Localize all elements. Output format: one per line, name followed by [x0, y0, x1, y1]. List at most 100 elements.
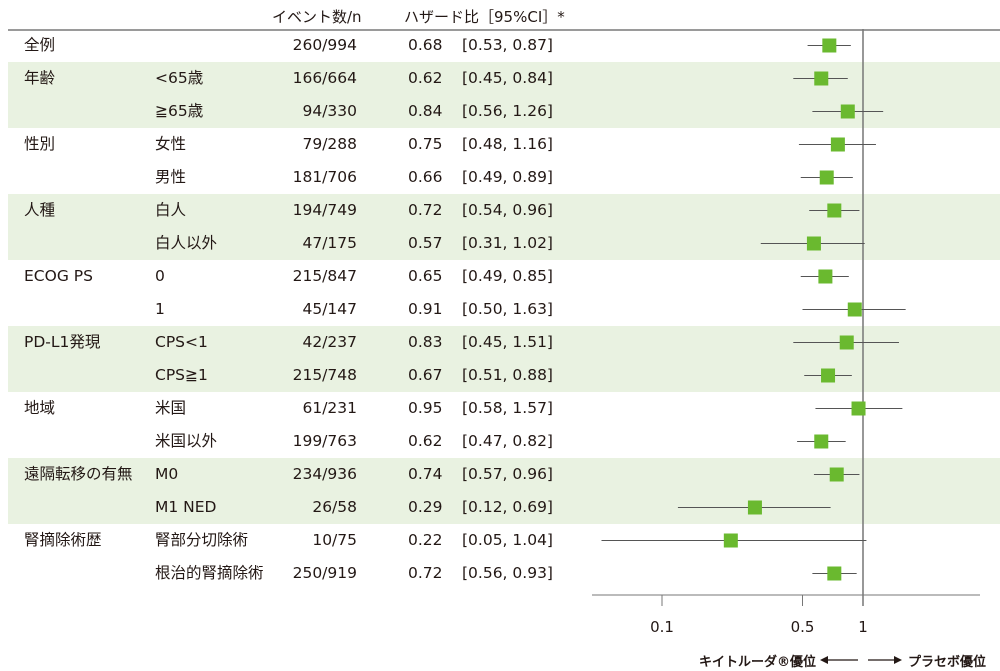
- hr-marker: [839, 335, 854, 350]
- event-count: 234/936: [292, 465, 357, 483]
- hr-marker: [840, 104, 855, 119]
- hazard-ratio: 0.62: [408, 69, 443, 87]
- event-count: 215/748: [292, 366, 357, 384]
- table-row: 米国以外 199/763 0.62 [0.47, 0.82]: [0, 425, 1000, 458]
- table-row: 1 45/147 0.91 [0.50, 1.63]: [0, 293, 1000, 326]
- subgroup-category: 全例: [24, 36, 56, 54]
- hazard-ratio: 0.84: [408, 102, 443, 120]
- subgroup-label: 米国: [155, 399, 187, 417]
- subgroup-label: 腎部分切除術: [155, 531, 249, 549]
- confidence-interval: [0.47, 0.82]: [462, 432, 553, 450]
- hazard-ratio: 0.62: [408, 432, 443, 450]
- favors-placebo-label: プラセボ優位: [908, 655, 987, 670]
- x-tick-label: 0.5: [791, 618, 815, 636]
- hr-marker: [806, 236, 821, 251]
- hazard-ratio: 0.74: [408, 465, 443, 483]
- subgroup-label: CPS<1: [155, 333, 208, 351]
- x-tick-label: 0.1: [650, 618, 674, 636]
- event-count: 166/664: [292, 69, 357, 87]
- event-count: 26/58: [312, 498, 357, 516]
- event-count: 45/147: [302, 300, 357, 318]
- subgroup-label: ≧65歳: [155, 102, 204, 120]
- hazard-ratio: 0.66: [408, 168, 443, 186]
- confidence-interval: [0.58, 1.57]: [462, 399, 553, 417]
- left-arrow-head: [820, 656, 828, 664]
- event-count: 215/847: [292, 267, 357, 285]
- hr-marker: [827, 203, 842, 218]
- subgroup-label: 女性: [155, 135, 187, 153]
- confidence-interval: [0.54, 0.96]: [462, 201, 553, 219]
- event-count: 47/175: [302, 234, 357, 252]
- hr-marker: [814, 71, 829, 86]
- hazard-ratio: 0.83: [408, 333, 443, 351]
- table-row: M1 NED 26/58 0.29 [0.12, 0.69]: [0, 491, 1000, 524]
- table-row: ≧65歳 94/330 0.84 [0.56, 1.26]: [0, 95, 1000, 128]
- table-row: ECOG PS 0 215/847 0.65 [0.49, 0.85]: [0, 260, 1000, 293]
- event-count: 199/763: [292, 432, 357, 450]
- hr-marker: [847, 302, 862, 317]
- subgroup-category: 人種: [24, 201, 56, 219]
- hr-marker: [830, 137, 845, 152]
- hr-marker: [814, 434, 829, 449]
- hazard-ratio: 0.29: [408, 498, 443, 516]
- table-row: 腎摘除術歴 腎部分切除術 10/75 0.22 [0.05, 1.04]: [0, 524, 1000, 557]
- subgroup-category: ECOG PS: [24, 267, 93, 285]
- hazard-ratio: 0.75: [408, 135, 443, 153]
- subgroup-category: 地域: [24, 399, 56, 417]
- table-row: 白人以外 47/175 0.57 [0.31, 1.02]: [0, 227, 1000, 260]
- hazard-ratio: 0.72: [408, 564, 443, 582]
- favors-keytruda-label: キイトルーダ®優位: [699, 655, 817, 670]
- table-row: CPS≧1 215/748 0.67 [0.51, 0.88]: [0, 359, 1000, 392]
- subgroup-label: 米国以外: [155, 432, 218, 450]
- hazard-ratio: 0.67: [408, 366, 443, 384]
- table-row: PD-L1発現 CPS<1 42/237 0.83 [0.45, 1.51]: [0, 326, 1000, 359]
- table-row: 全例 260/994 0.68 [0.53, 0.87]: [0, 29, 1000, 62]
- subgroup-label: 0: [155, 267, 165, 285]
- table-row: 根治的腎摘除術 250/919 0.72 [0.56, 0.93]: [0, 557, 1000, 590]
- event-count: 42/237: [302, 333, 357, 351]
- confidence-interval: [0.56, 0.93]: [462, 564, 553, 582]
- confidence-interval: [0.49, 0.89]: [462, 168, 553, 186]
- hr-marker: [829, 467, 844, 482]
- confidence-interval: [0.48, 1.16]: [462, 135, 553, 153]
- hr-marker: [819, 170, 834, 185]
- table-row: 性別 女性 79/288 0.75 [0.48, 1.16]: [0, 128, 1000, 161]
- event-count: 181/706: [292, 168, 357, 186]
- hr-header: ハザード比［95%CI］*: [404, 8, 565, 26]
- right-arrow-head: [894, 656, 902, 664]
- x-tick-label: 1: [858, 618, 868, 636]
- hr-marker: [827, 566, 842, 581]
- hr-marker: [747, 500, 762, 515]
- subgroup-category: 遠隔転移の有無: [24, 465, 133, 483]
- subgroup-label: 白人以外: [155, 234, 218, 252]
- confidence-interval: [0.45, 1.51]: [462, 333, 553, 351]
- hazard-ratio: 0.72: [408, 201, 443, 219]
- table-row: 人種 白人 194/749 0.72 [0.54, 0.96]: [0, 194, 1000, 227]
- confidence-interval: [0.50, 1.63]: [462, 300, 553, 318]
- group-band: [8, 491, 1000, 524]
- subgroup-label: M1 NED: [155, 498, 217, 516]
- subgroup-label: M0: [155, 465, 179, 483]
- subgroup-label: CPS≧1: [155, 366, 208, 384]
- hazard-ratio: 0.65: [408, 267, 443, 285]
- hazard-ratio: 0.68: [408, 36, 443, 54]
- hazard-ratio: 0.22: [408, 531, 443, 549]
- event-count: 61/231: [302, 399, 357, 417]
- confidence-interval: [0.45, 0.84]: [462, 69, 553, 87]
- subgroup-label: 1: [155, 300, 165, 318]
- hr-marker: [821, 368, 836, 383]
- subgroup-label: 白人: [155, 201, 187, 219]
- subgroup-category: PD-L1発現: [24, 333, 101, 351]
- hazard-ratio: 0.57: [408, 234, 443, 252]
- event-count: 10/75: [312, 531, 357, 549]
- event-count: 194/749: [292, 201, 357, 219]
- confidence-interval: [0.49, 0.85]: [462, 267, 553, 285]
- confidence-interval: [0.31, 1.02]: [462, 234, 553, 252]
- hr-marker: [851, 401, 866, 416]
- confidence-interval: [0.56, 1.26]: [462, 102, 553, 120]
- hazard-ratio: 0.91: [408, 300, 443, 318]
- event-count: 94/330: [302, 102, 357, 120]
- table-row: 遠隔転移の有無 M0 234/936 0.74 [0.57, 0.96]: [0, 458, 1000, 491]
- event-count: 260/994: [292, 36, 357, 54]
- hazard-ratio: 0.95: [408, 399, 443, 417]
